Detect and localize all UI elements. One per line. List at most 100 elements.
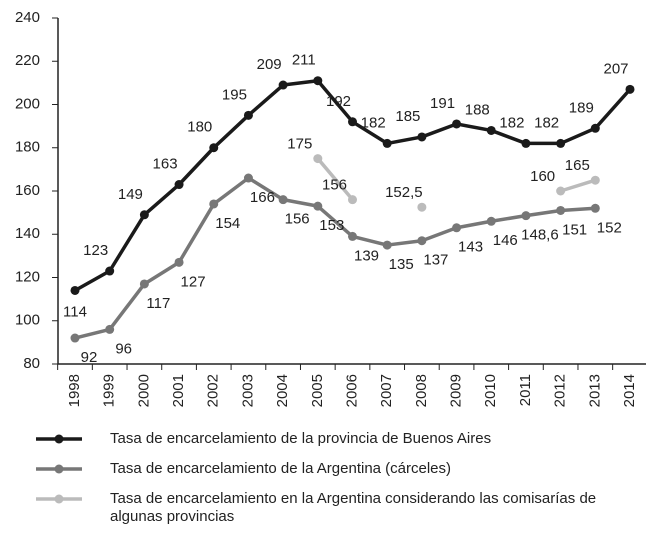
- data-label: 180: [187, 119, 212, 136]
- point: [348, 195, 357, 205]
- point: [105, 266, 115, 276]
- x-tick-label: 2005: [309, 374, 326, 407]
- y-tick-label: 120: [15, 268, 40, 285]
- point: [139, 210, 149, 220]
- data-label: 153: [319, 217, 344, 234]
- data-label: 123: [83, 242, 108, 259]
- x-tick-label: 2010: [482, 374, 499, 407]
- point: [417, 132, 427, 142]
- x-tick-label: 2013: [586, 374, 603, 407]
- data-label: 114: [63, 303, 87, 320]
- data-label: 152: [597, 219, 622, 236]
- data-label: 182: [361, 114, 386, 131]
- legend: Tasa de encarcelamiento de la provincia …: [30, 430, 640, 538]
- point: [174, 180, 184, 190]
- data-label: 165: [565, 157, 590, 174]
- y-tick-label: 140: [15, 225, 40, 242]
- data-label: 143: [458, 239, 483, 256]
- point: [174, 257, 184, 267]
- data-label: 182: [534, 114, 559, 131]
- x-tick-label: 2003: [239, 374, 256, 407]
- x-tick-label: 2009: [448, 374, 465, 407]
- data-label: 211: [292, 52, 316, 69]
- data-label: 156: [322, 177, 347, 194]
- y-tick-label: 200: [15, 95, 40, 112]
- legend-label: Tasa de encarcelamiento de la provincia …: [110, 430, 492, 447]
- data-label: 127: [181, 273, 206, 290]
- data-label: 185: [395, 108, 420, 125]
- x-tick-label: 2002: [205, 374, 222, 407]
- series-line: [560, 178, 596, 193]
- data-label: 191: [430, 95, 455, 112]
- point: [70, 285, 80, 295]
- point: [139, 279, 149, 289]
- point: [313, 201, 323, 211]
- data-label: 163: [153, 155, 178, 172]
- point: [590, 175, 600, 185]
- x-tick-label: 2006: [343, 374, 360, 407]
- series-line: [316, 157, 354, 201]
- y-tick-label: 220: [15, 52, 40, 69]
- point: [243, 173, 253, 183]
- data-label: 149: [118, 186, 143, 203]
- legend-marker: [54, 494, 64, 504]
- chart: 80 100 120 140 160 180 200 220 240 1998 1999 2000 20…: [15, 9, 646, 407]
- point: [278, 80, 288, 90]
- x-tick-label: 2008: [413, 374, 430, 407]
- y-tick-label: 180: [15, 139, 40, 156]
- legend-swatch: [36, 494, 82, 504]
- y-tick-label: 160: [15, 182, 40, 199]
- data-label: 96: [115, 340, 132, 357]
- x-tick-label: 2004: [274, 374, 291, 407]
- point: [521, 211, 531, 221]
- point: [556, 186, 566, 196]
- data-label: 135: [389, 256, 414, 273]
- x-tick-label: 2011: [517, 374, 534, 406]
- point: [417, 236, 427, 246]
- data-label: 152,5: [385, 184, 423, 201]
- point: [243, 110, 253, 120]
- x-tick-label: 2012: [552, 374, 569, 407]
- x-tick-label: 1999: [101, 374, 118, 407]
- point: [382, 240, 392, 250]
- series-line: [74, 78, 632, 293]
- data-label: 195: [222, 86, 247, 103]
- point: [278, 195, 288, 205]
- point: [625, 84, 635, 94]
- legend-swatch: [36, 434, 82, 444]
- data-label: 139: [354, 247, 379, 264]
- data-label: 175: [287, 136, 312, 153]
- data-label: 188: [465, 101, 490, 118]
- x-tick-label: 2007: [378, 374, 395, 407]
- y-tick-label: 100: [15, 312, 40, 329]
- point: [556, 205, 566, 215]
- point: [452, 223, 462, 233]
- legend-marker: [54, 464, 64, 474]
- y-tick-label: 240: [15, 9, 40, 26]
- data-label: 92: [81, 349, 98, 366]
- data-label: 189: [569, 99, 594, 116]
- x-tick-label: 1998: [66, 374, 83, 407]
- legend-swatch: [36, 464, 82, 474]
- data-label: 209: [257, 56, 282, 73]
- point: [209, 199, 219, 209]
- data-label: 207: [603, 60, 628, 77]
- data-label: 137: [423, 252, 448, 269]
- point: [382, 138, 392, 148]
- point: [348, 117, 357, 127]
- point: [556, 138, 566, 148]
- legend-label: Tasa de encarcelamiento en la Argentina …: [110, 490, 597, 525]
- data-label: 192: [326, 93, 351, 110]
- y-tick-label: 80: [23, 355, 40, 372]
- legend-label: Tasa de encarcelamiento de la Argentina …: [110, 460, 452, 477]
- data-label: 146: [493, 232, 518, 249]
- data-label: 151: [562, 221, 587, 238]
- point: [486, 216, 496, 226]
- series-line: [74, 176, 596, 340]
- point: [452, 119, 462, 129]
- legend-item: Tasa de encarcelamiento en la Argentina …: [30, 490, 640, 526]
- point: [313, 154, 323, 164]
- point: [105, 324, 115, 334]
- data-label: 166: [250, 189, 275, 206]
